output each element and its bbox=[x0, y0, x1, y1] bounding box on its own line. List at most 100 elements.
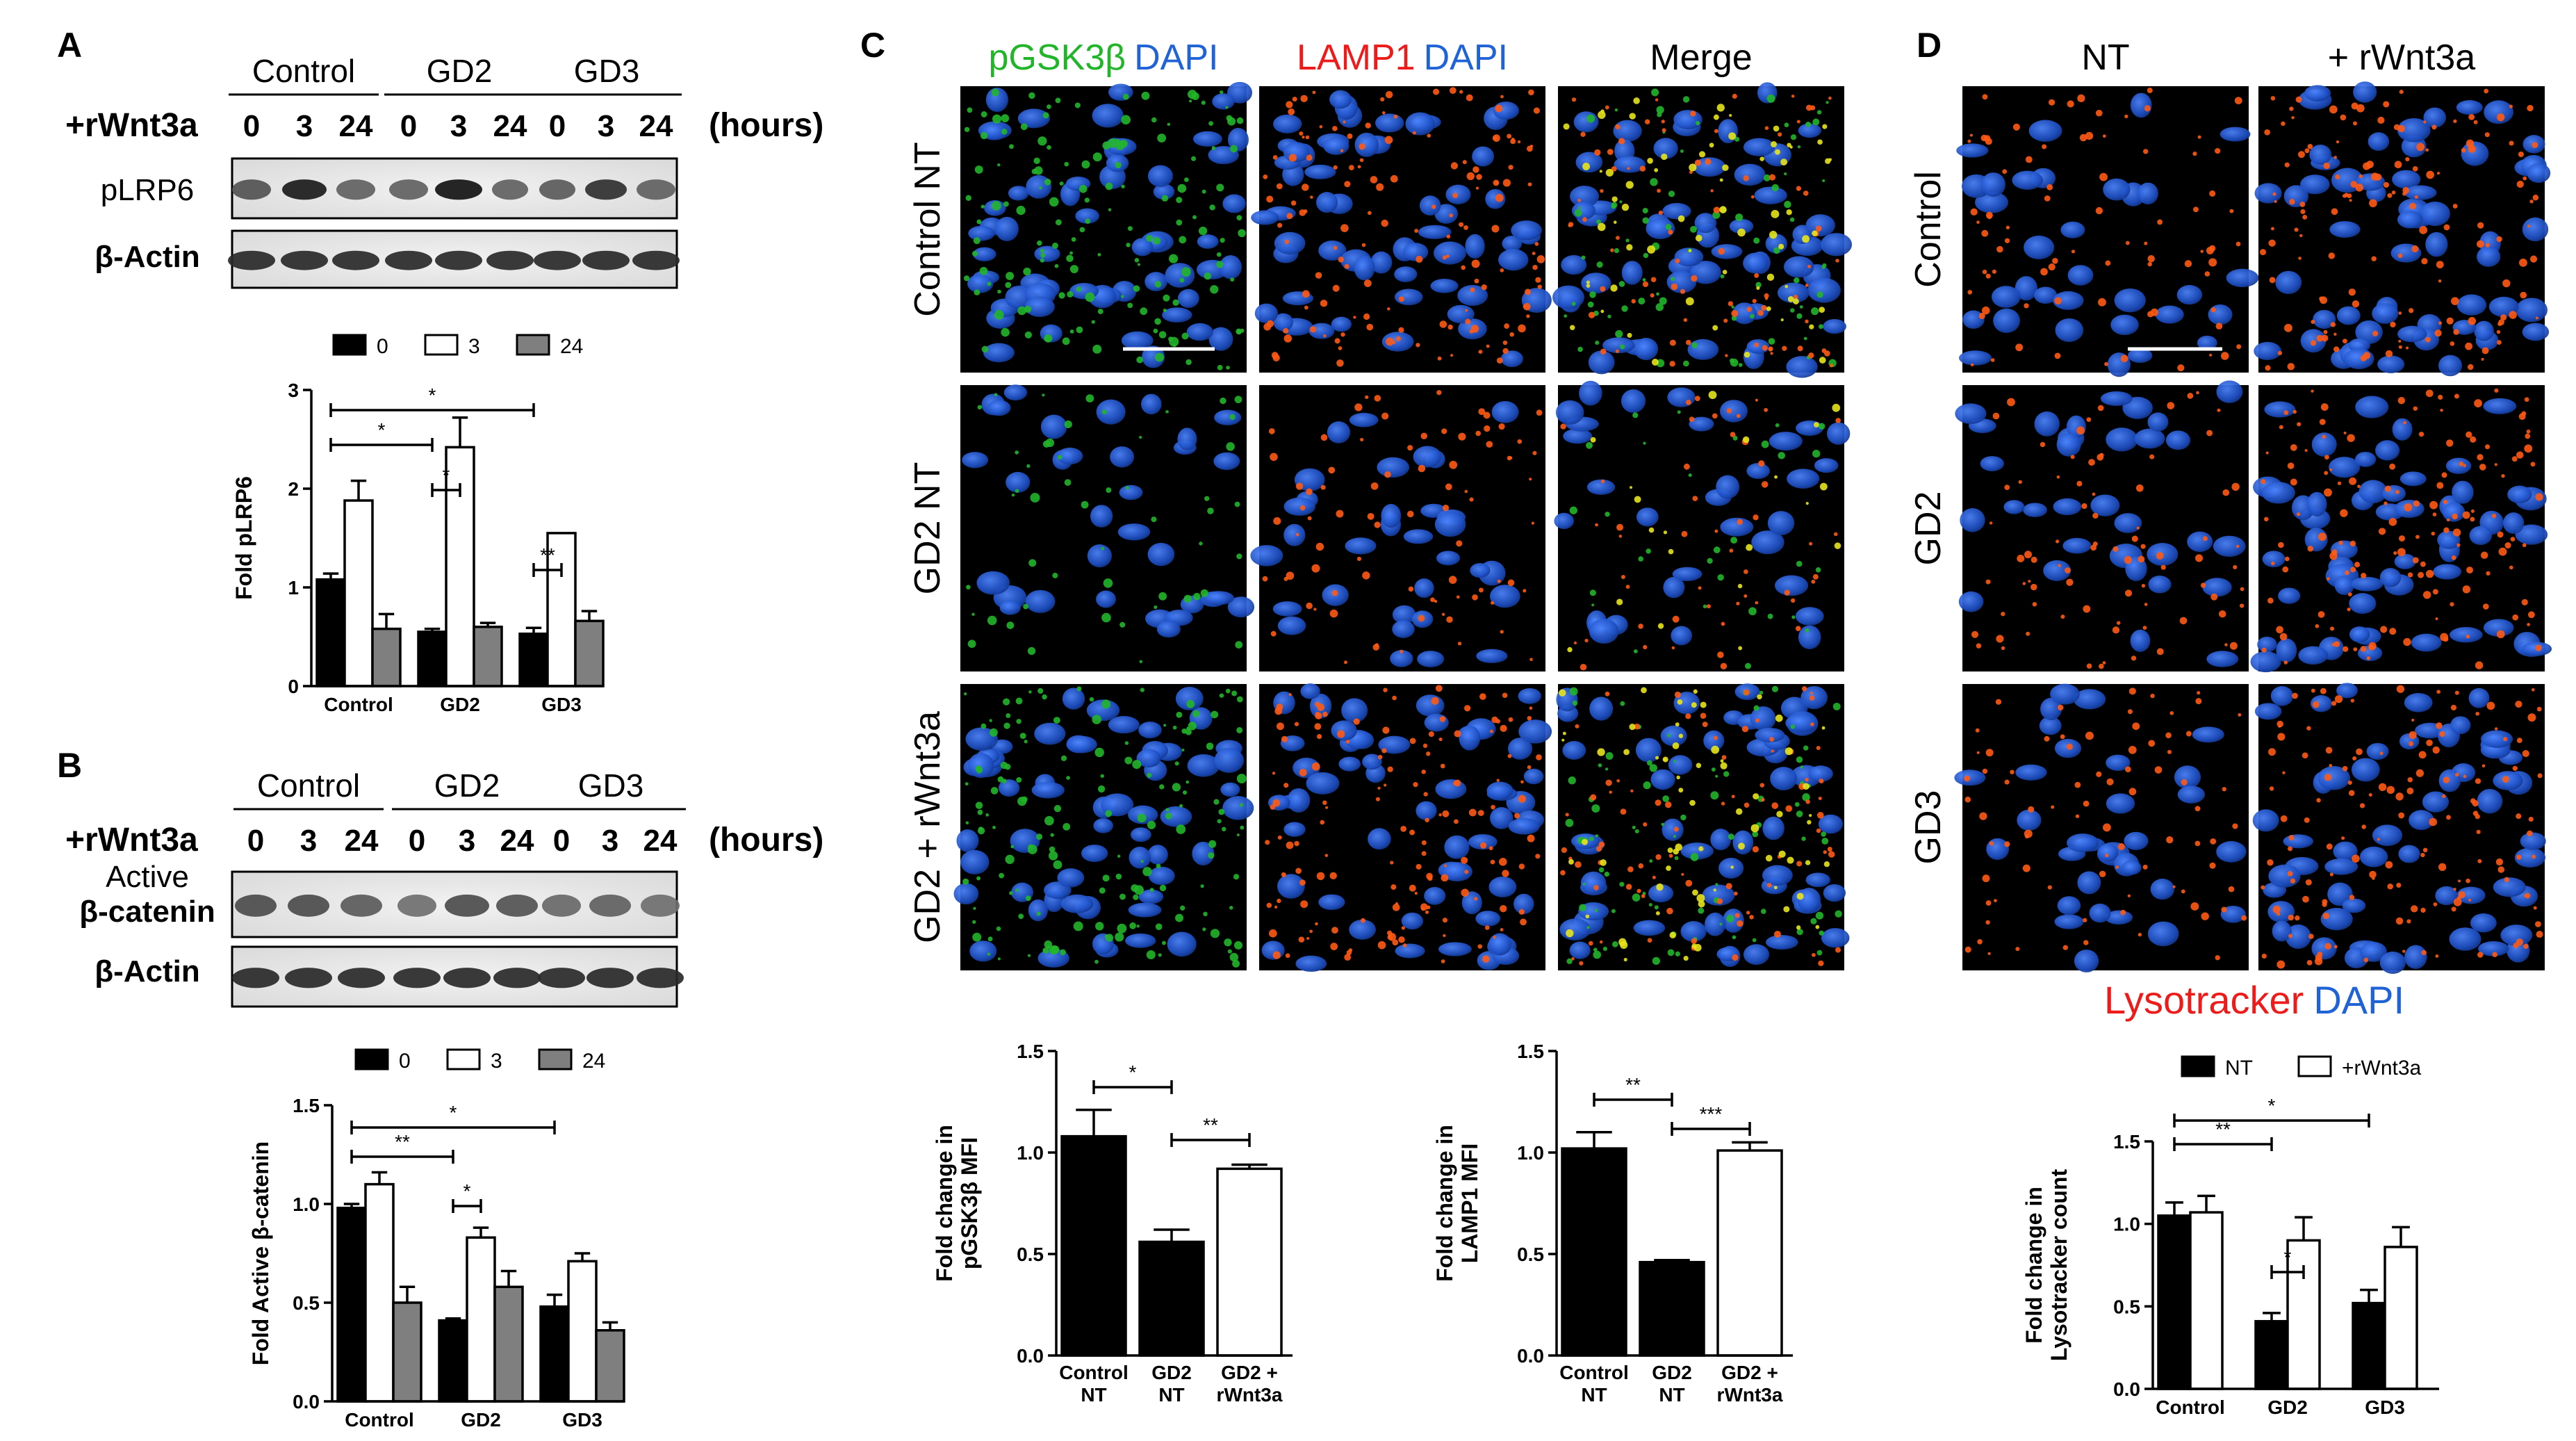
stain-puncta bbox=[1268, 929, 1277, 938]
stain-puncta bbox=[1773, 125, 1780, 132]
stain-puncta bbox=[1169, 336, 1179, 347]
stain-puncta bbox=[1009, 891, 1013, 895]
stain-puncta bbox=[1819, 930, 1824, 936]
stain-puncta bbox=[2418, 432, 2425, 437]
stain-puncta bbox=[987, 936, 993, 942]
stain-puncta bbox=[1762, 345, 1768, 351]
stain-puncta bbox=[1816, 950, 1823, 956]
stain-puncta bbox=[2440, 408, 2443, 412]
stain-puncta bbox=[1333, 245, 1338, 250]
stain-puncta bbox=[2422, 591, 2431, 599]
stain-puncta bbox=[1286, 841, 1294, 849]
stain-puncta bbox=[1822, 124, 1828, 129]
stain-puncta bbox=[2446, 317, 2454, 325]
stain-puncta bbox=[1752, 831, 1759, 838]
stain-puncta bbox=[1298, 936, 1305, 943]
stain-puncta bbox=[1502, 340, 1508, 345]
stain-puncta bbox=[2398, 339, 2402, 343]
stain-puncta bbox=[1690, 111, 1696, 117]
stain-puncta bbox=[2429, 500, 2438, 510]
nucleus-blob bbox=[1673, 692, 1700, 715]
stain-puncta bbox=[981, 345, 989, 353]
nucleus-blob bbox=[2077, 871, 2101, 895]
stain-puncta bbox=[1500, 904, 1507, 913]
stain-puncta bbox=[1796, 560, 1803, 567]
stain-puncta bbox=[2125, 766, 2131, 773]
stain-puncta bbox=[1016, 719, 1022, 724]
nucleus-blob bbox=[1461, 891, 1482, 915]
stain-puncta bbox=[1605, 767, 1609, 771]
stain-puncta bbox=[1016, 206, 1026, 215]
stain-puncta bbox=[1812, 573, 1819, 580]
stain-puncta bbox=[2143, 149, 2149, 154]
stain-puncta bbox=[2521, 599, 2528, 605]
stain-puncta bbox=[1819, 779, 1824, 784]
stain-puncta bbox=[2435, 954, 2439, 958]
stain-puncta bbox=[2112, 626, 2120, 634]
stain-puncta bbox=[1657, 623, 1664, 629]
y-axis-label: Fold change in bbox=[2021, 1187, 2046, 1344]
stain-puncta bbox=[2231, 482, 2240, 491]
bar bbox=[1138, 1240, 1205, 1357]
nucleus-blob bbox=[2404, 692, 2433, 713]
stain-puncta bbox=[1586, 114, 1595, 123]
stain-puncta bbox=[1671, 283, 1678, 291]
nucleus-blob bbox=[2450, 627, 2483, 643]
stain-puncta bbox=[2522, 543, 2527, 548]
stain-puncta bbox=[1627, 167, 1630, 170]
stain-puncta bbox=[2001, 646, 2005, 651]
stain-puncta bbox=[1621, 575, 1625, 580]
nucleus-blob bbox=[1090, 505, 1113, 528]
stain-puncta bbox=[1625, 585, 1630, 589]
stain-puncta bbox=[1208, 852, 1215, 859]
stain-puncta bbox=[2017, 554, 2025, 562]
stain-puncta bbox=[2359, 803, 2365, 808]
stain-puncta bbox=[1642, 281, 1649, 288]
stain-puncta bbox=[1964, 946, 1971, 953]
stain-puncta bbox=[2387, 883, 2393, 890]
stain-puncta bbox=[2235, 544, 2240, 548]
stain-puncta bbox=[1285, 953, 1290, 959]
stain-puncta bbox=[1332, 126, 1338, 131]
stain-puncta bbox=[2533, 906, 2537, 910]
nucleus-blob bbox=[968, 753, 994, 779]
stain-puncta bbox=[2096, 771, 2102, 777]
stain-puncta bbox=[1757, 694, 1762, 700]
stain-puncta bbox=[2015, 947, 2020, 952]
stain-puncta bbox=[1708, 391, 1717, 400]
stain-puncta bbox=[1198, 227, 1208, 236]
nucleus-blob bbox=[2206, 651, 2239, 667]
stain-puncta bbox=[1037, 687, 1044, 694]
stain-puncta bbox=[1643, 781, 1651, 790]
stain-puncta bbox=[1566, 958, 1573, 965]
nucleus-blob bbox=[2067, 265, 2094, 286]
stain-puncta bbox=[2197, 691, 2201, 695]
stain-puncta bbox=[2120, 909, 2126, 915]
stain-puncta bbox=[1685, 400, 1691, 405]
blot-band bbox=[232, 179, 271, 200]
stain-puncta bbox=[2528, 816, 2534, 822]
nucleus-blob bbox=[1475, 911, 1501, 927]
stain-puncta bbox=[1320, 434, 1328, 441]
stain-puncta bbox=[2343, 431, 2347, 434]
stain-puncta bbox=[1665, 801, 1672, 808]
stain-puncta bbox=[1398, 936, 1405, 943]
nucleus-blob bbox=[2375, 440, 2400, 461]
stain-puncta bbox=[2380, 626, 2388, 633]
stain-puncta bbox=[1627, 866, 1634, 872]
stain-puncta bbox=[1978, 312, 1985, 320]
stain-puncta bbox=[1427, 875, 1433, 881]
stain-puncta bbox=[1731, 305, 1734, 309]
stain-puncta bbox=[1470, 287, 1475, 293]
nucleus-blob bbox=[2452, 480, 2474, 504]
nucleus-blob bbox=[1315, 192, 1338, 213]
x-category-label: Control bbox=[1559, 1362, 1629, 1383]
stain-puncta bbox=[2527, 830, 2533, 837]
stain-puncta bbox=[1529, 478, 1532, 481]
stain-puncta bbox=[1654, 168, 1659, 172]
stain-puncta bbox=[1328, 466, 1336, 474]
nucleus-blob bbox=[2520, 832, 2546, 850]
stain-puncta bbox=[1598, 111, 1606, 120]
stain-puncta bbox=[1816, 110, 1822, 115]
